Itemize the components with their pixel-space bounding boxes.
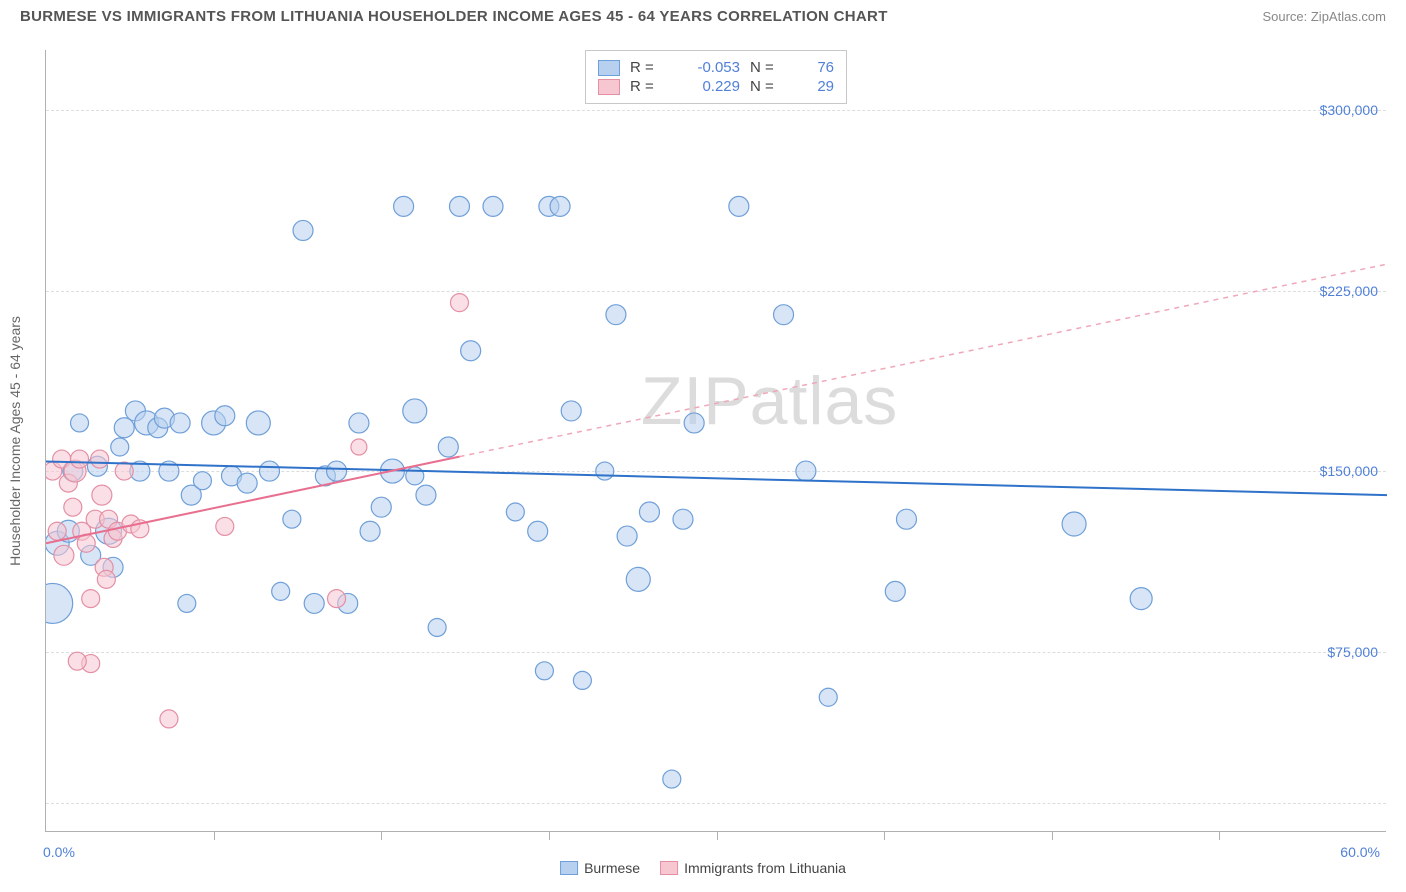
n-value: 76 [798, 59, 834, 76]
chart-area: Householder Income Ages 45 - 64 years ZI… [45, 50, 1386, 832]
regression-line [46, 461, 1387, 495]
legend-stat-row: R = 0.229 N = 29 [598, 78, 834, 95]
legend-swatch [660, 861, 678, 875]
r-label: R = [630, 78, 668, 95]
legend-label: Burmese [584, 860, 640, 876]
legend-series: Burmese Immigrants from Lithuania [560, 860, 846, 876]
chart-title: BURMESE VS IMMIGRANTS FROM LITHUANIA HOU… [20, 8, 888, 25]
legend-stats: R = -0.053 N = 76 R = 0.229 N = 29 [585, 50, 847, 104]
regression-line [46, 457, 459, 544]
legend-item[interactable]: Burmese [560, 860, 640, 876]
legend-item[interactable]: Immigrants from Lithuania [660, 860, 846, 876]
n-label: N = [750, 78, 788, 95]
source-link[interactable]: ZipAtlas.com [1311, 9, 1386, 24]
x-axis-start-label: 0.0% [43, 844, 75, 860]
y-axis-label: Householder Income Ages 45 - 64 years [7, 316, 23, 566]
r-label: R = [630, 59, 668, 76]
n-value: 29 [798, 78, 834, 95]
legend-label: Immigrants from Lithuania [684, 860, 846, 876]
source-prefix: Source: [1262, 9, 1310, 24]
x-axis-end-label: 60.0% [1340, 844, 1380, 860]
legend-stat-row: R = -0.053 N = 76 [598, 59, 834, 76]
regression-lines [46, 50, 1387, 832]
r-value: 0.229 [678, 78, 740, 95]
r-value: -0.053 [678, 59, 740, 76]
legend-swatch [560, 861, 578, 875]
legend-swatch [598, 60, 620, 76]
legend-swatch [598, 79, 620, 95]
plot-area: ZIPatlas R = -0.053 N = 76 R = 0.229 N =… [45, 50, 1386, 832]
source-attribution: Source: ZipAtlas.com [1262, 9, 1386, 24]
regression-line [459, 264, 1387, 456]
n-label: N = [750, 59, 788, 76]
